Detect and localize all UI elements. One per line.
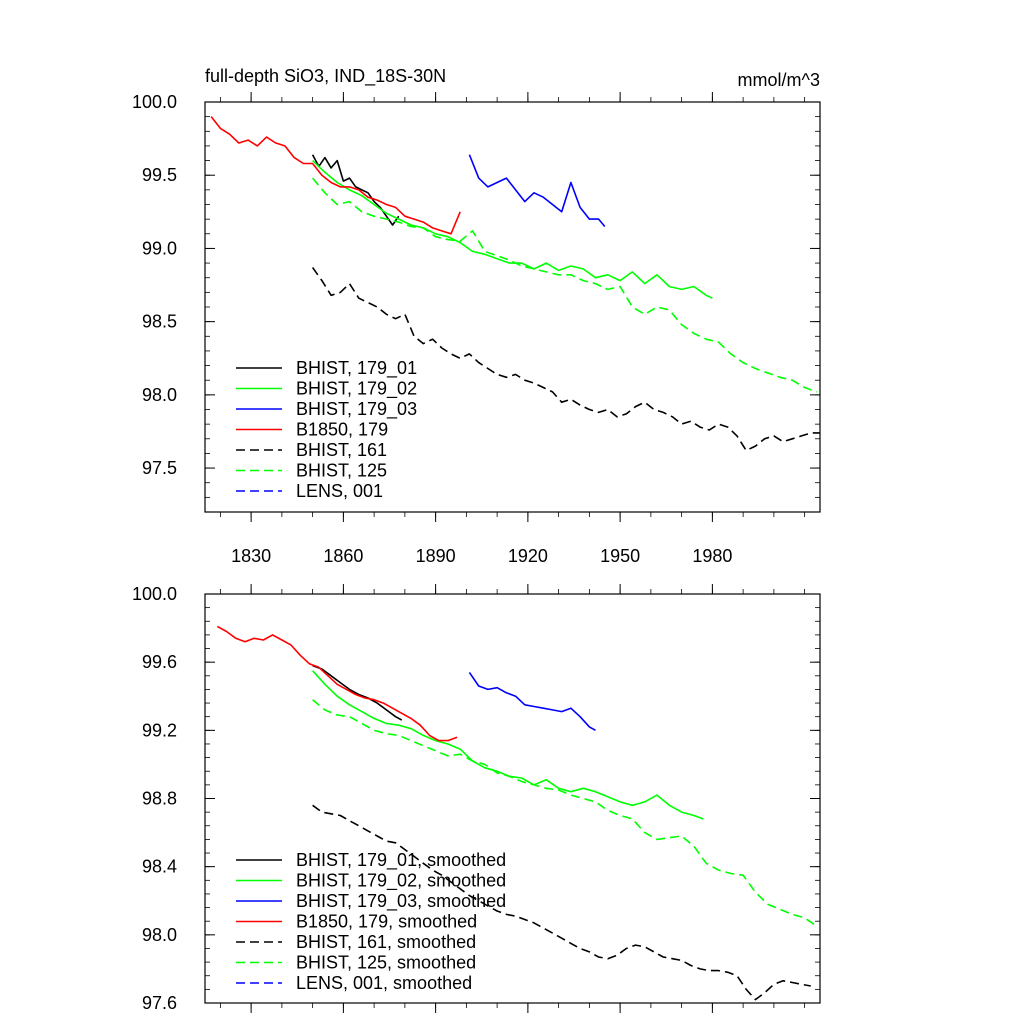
x-tick-label: 1890 — [416, 546, 456, 566]
series-line-bhist-125-smoothed — [312, 699, 818, 927]
y-tick-label: 97.5 — [142, 458, 177, 478]
x-tick-label: 1860 — [323, 546, 363, 566]
y-tick-label: 98.0 — [142, 925, 177, 945]
series-line-bhist-179-01-smoothed — [312, 664, 403, 721]
bottom-panel: 97.6 98.0 98.4 98.8 99.2 99.6 100.0 BHIST, 179_… — [132, 584, 821, 1013]
series-line-bhist-179-03 — [468, 154, 606, 228]
series-line-b1850-179-smoothed — [216, 625, 458, 742]
top-panel: 97.5 98.0 98.5 99.0 99.5 100.0 1830 1860 1890 192… — [132, 92, 821, 566]
series-line-bhist-161 — [311, 267, 820, 452]
plot-title: full-depth SiO3, IND_18S-30N — [205, 66, 446, 87]
y-tick-label: 98.5 — [142, 312, 177, 332]
legend-label: LENS, 001 — [296, 481, 383, 501]
legend-label: BHIST, 125 — [296, 461, 387, 481]
y-tick-label: 98.0 — [142, 385, 177, 405]
series-line-bhist-125 — [311, 177, 818, 393]
legend-label: BHIST, 179_02 — [296, 379, 417, 400]
y-tick-label: 98.4 — [142, 857, 177, 877]
legend-label: BHIST, 179_03 — [296, 399, 417, 420]
legend-label: BHIST, 125, smoothed — [296, 953, 476, 973]
legend-label: BHIST, 179_03, smoothed — [296, 891, 506, 912]
legend-label: BHIST, 179_01 — [296, 358, 417, 379]
series-line-b1850-179 — [210, 116, 461, 235]
legend-label: BHIST, 161, smoothed — [296, 932, 476, 952]
series-group — [216, 625, 818, 1001]
x-tick-label: 1830 — [231, 546, 271, 566]
y-tick-label: 100.0 — [132, 92, 177, 112]
legend-label: BHIST, 179_01, smoothed — [296, 850, 506, 871]
legend-label: BHIST, 161 — [296, 440, 387, 460]
x-tick-label: 1980 — [692, 546, 732, 566]
legend-label: B1850, 179 — [296, 420, 388, 440]
series-line-bhist-179-03-smoothed — [468, 671, 596, 731]
series-group — [210, 116, 820, 452]
series-line-bhist-161-smoothed — [312, 804, 811, 1001]
y-tick-label: 99.2 — [142, 720, 177, 740]
legend-label: LENS, 001, smoothed — [296, 973, 472, 993]
x-tick-label: 1920 — [508, 546, 548, 566]
legend-label: BHIST, 179_02, smoothed — [296, 871, 506, 892]
legend-label: B1850, 179, smoothed — [296, 912, 477, 932]
series-line-bhist-179-02 — [312, 160, 713, 299]
y-tick-label: 97.6 — [142, 993, 177, 1013]
units-label: mmol/m^3 — [738, 70, 820, 90]
y-tick-label: 99.6 — [142, 652, 177, 672]
x-tick-label: 1950 — [600, 546, 640, 566]
y-tick-label: 99.5 — [142, 165, 177, 185]
y-tick-label: 99.0 — [142, 238, 177, 258]
y-tick-label: 98.8 — [142, 789, 177, 809]
y-tick-label: 100.0 — [132, 584, 177, 604]
series-line-bhist-179-01 — [311, 154, 400, 226]
